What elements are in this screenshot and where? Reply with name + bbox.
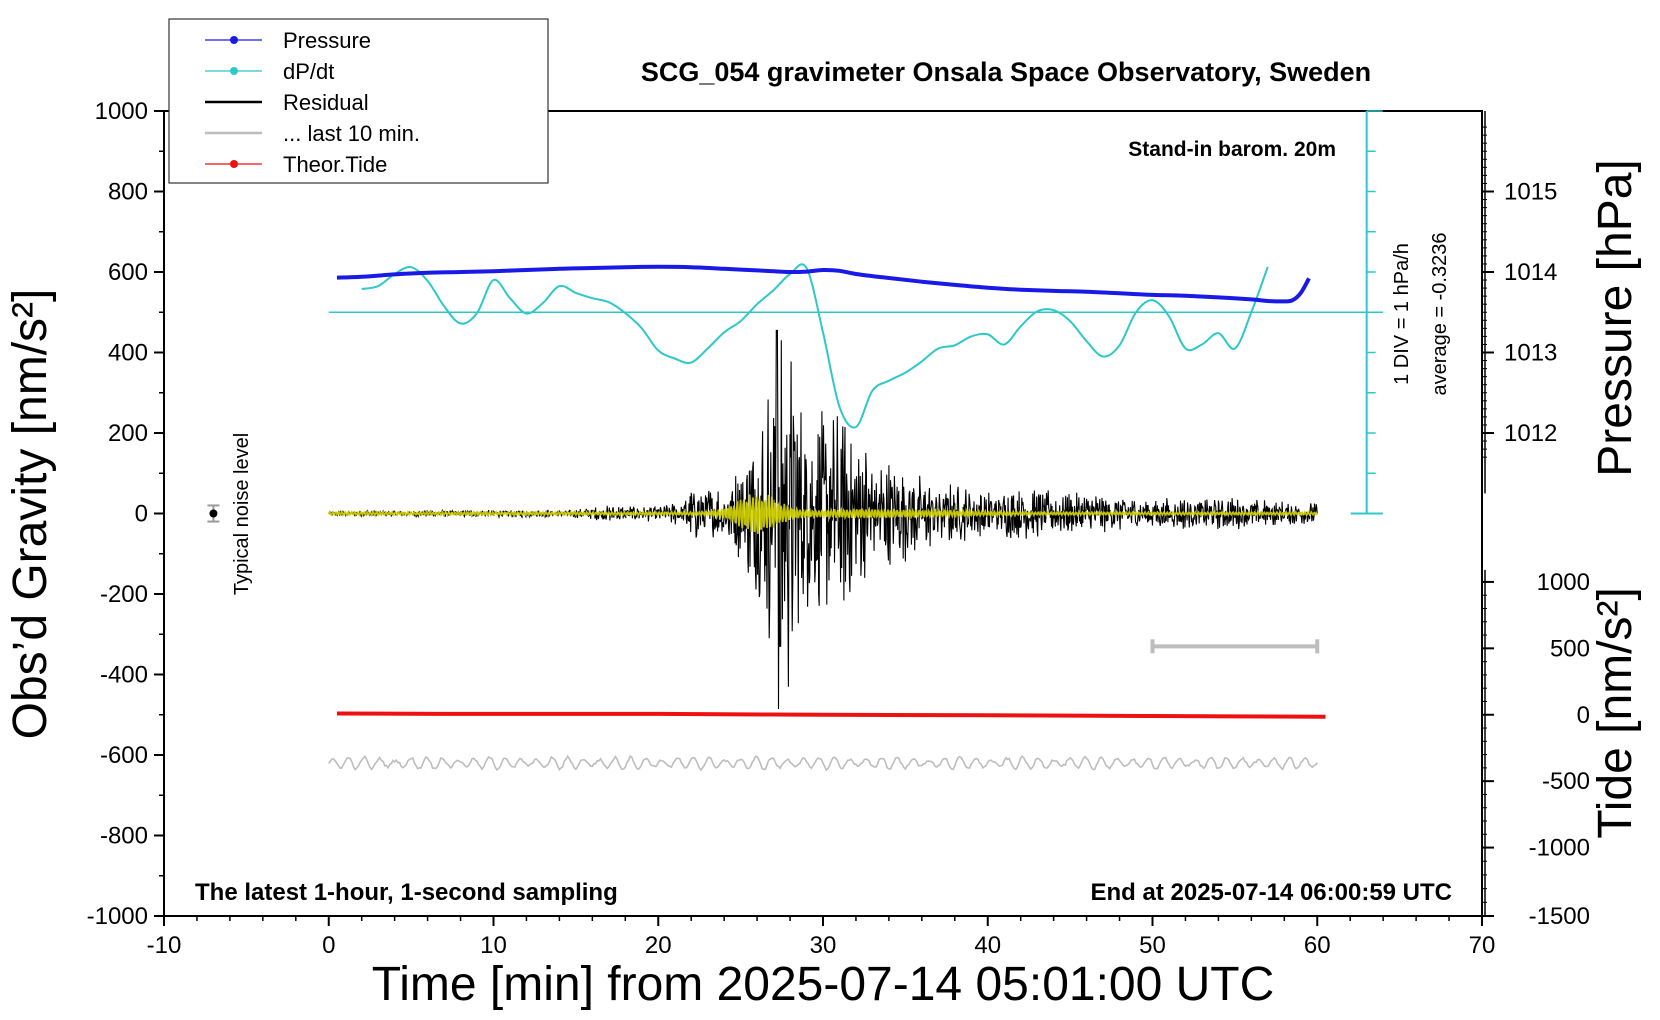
x-tick-label: 20 xyxy=(645,932,672,959)
legend-marker xyxy=(230,160,238,168)
legend-label: Residual xyxy=(283,90,369,115)
y-tick-label: 200 xyxy=(108,420,148,447)
y-tick-label: -1000 xyxy=(87,903,148,930)
y-tick-label: -600 xyxy=(100,742,148,769)
data-series xyxy=(207,263,1384,772)
y-axis-tide: 1000 500 0 -500 -1000 -1500 xyxy=(1482,569,1590,930)
filtered-trace xyxy=(327,494,1319,534)
legend-label: ... last 10 min. xyxy=(283,121,420,146)
y-axis-pressure: 1015 1014 1013 1012 xyxy=(1482,111,1557,494)
y-tick-label: 0 xyxy=(135,501,148,528)
x-axis: -10 0 10 20 30 40 50 60 70 xyxy=(147,916,1496,959)
legend-marker xyxy=(230,67,238,75)
legend-marker xyxy=(230,36,238,44)
chart-title: SCG_054 gravimeter Onsala Space Observat… xyxy=(641,57,1371,87)
tide-tick-label: 0 xyxy=(1577,702,1590,729)
dpdt-line xyxy=(361,263,1269,429)
div-note: 1 DIV = 1 hPa/h xyxy=(1391,243,1413,385)
legend-label: Pressure xyxy=(283,28,371,53)
residual-trace xyxy=(328,329,1318,710)
y-tick-label: 400 xyxy=(108,340,148,367)
x-tick-label: 10 xyxy=(480,932,507,959)
x-tick-label: 30 xyxy=(810,932,837,959)
x-axis-label: Time [min] from 2025-07-14 05:01:00 UTC xyxy=(372,958,1275,1011)
x-tick-label: 0 xyxy=(322,932,335,959)
tide-tick-label: 500 xyxy=(1550,635,1590,662)
x-tick-label: -10 xyxy=(147,932,182,959)
x-tick-label: 40 xyxy=(974,932,1001,959)
x-tick-label: 70 xyxy=(1469,932,1496,959)
y-tick-label: 800 xyxy=(108,179,148,206)
average-note: average = -0.3236 xyxy=(1429,233,1451,396)
legend-box xyxy=(168,18,549,184)
y-axis-tide-label: Tide [nm/s²] xyxy=(1589,587,1642,839)
bottom-left-note: The latest 1-hour, 1-second sampling xyxy=(195,879,618,906)
pressure-tick-label: 1012 xyxy=(1504,420,1557,447)
noise-point xyxy=(209,509,218,518)
y-axis-left-label: Obs’d Gravity [nm/s²] xyxy=(4,289,57,740)
pressure-tick-label: 1014 xyxy=(1504,259,1557,286)
tide-line xyxy=(336,711,1326,719)
tide-tick-label: -500 xyxy=(1542,768,1590,795)
legend-label: dP/dt xyxy=(283,59,334,84)
legend-label: Theor.Tide xyxy=(283,152,387,177)
legend: Pressure dP/dt Residual ... last 10 min. The… xyxy=(168,18,549,184)
y-tick-label: 600 xyxy=(108,259,148,286)
y-tick-label: -400 xyxy=(100,662,148,689)
last10-trace xyxy=(328,754,1318,772)
tide-tick-label: 1000 xyxy=(1537,569,1590,596)
y-tick-label: -800 xyxy=(100,823,148,850)
noise-level-label: Typical noise level xyxy=(231,433,253,595)
x-tick-label: 50 xyxy=(1139,932,1166,959)
y-axis-left: 1000 800 600 400 200 0 -200 -400 -600 -800 -1000 xyxy=(87,98,164,930)
tide-tick-label: -1500 xyxy=(1529,903,1590,930)
pressure-tick-label: 1013 xyxy=(1504,340,1557,367)
y-axis-pressure-label: Pressure [hPa] xyxy=(1589,159,1642,476)
y-tick-label: 1000 xyxy=(95,98,148,125)
x-tick-label: 60 xyxy=(1304,932,1331,959)
stand-in-note: Stand-in barom. 20m xyxy=(1128,138,1336,161)
y-tick-label: -200 xyxy=(100,581,148,608)
pressure-line xyxy=(336,264,1311,304)
tide-tick-label: -1000 xyxy=(1529,835,1590,862)
bottom-right-note: End at 2025-07-14 06:00:59 UTC xyxy=(1091,879,1453,906)
pressure-tick-label: 1015 xyxy=(1504,179,1557,206)
